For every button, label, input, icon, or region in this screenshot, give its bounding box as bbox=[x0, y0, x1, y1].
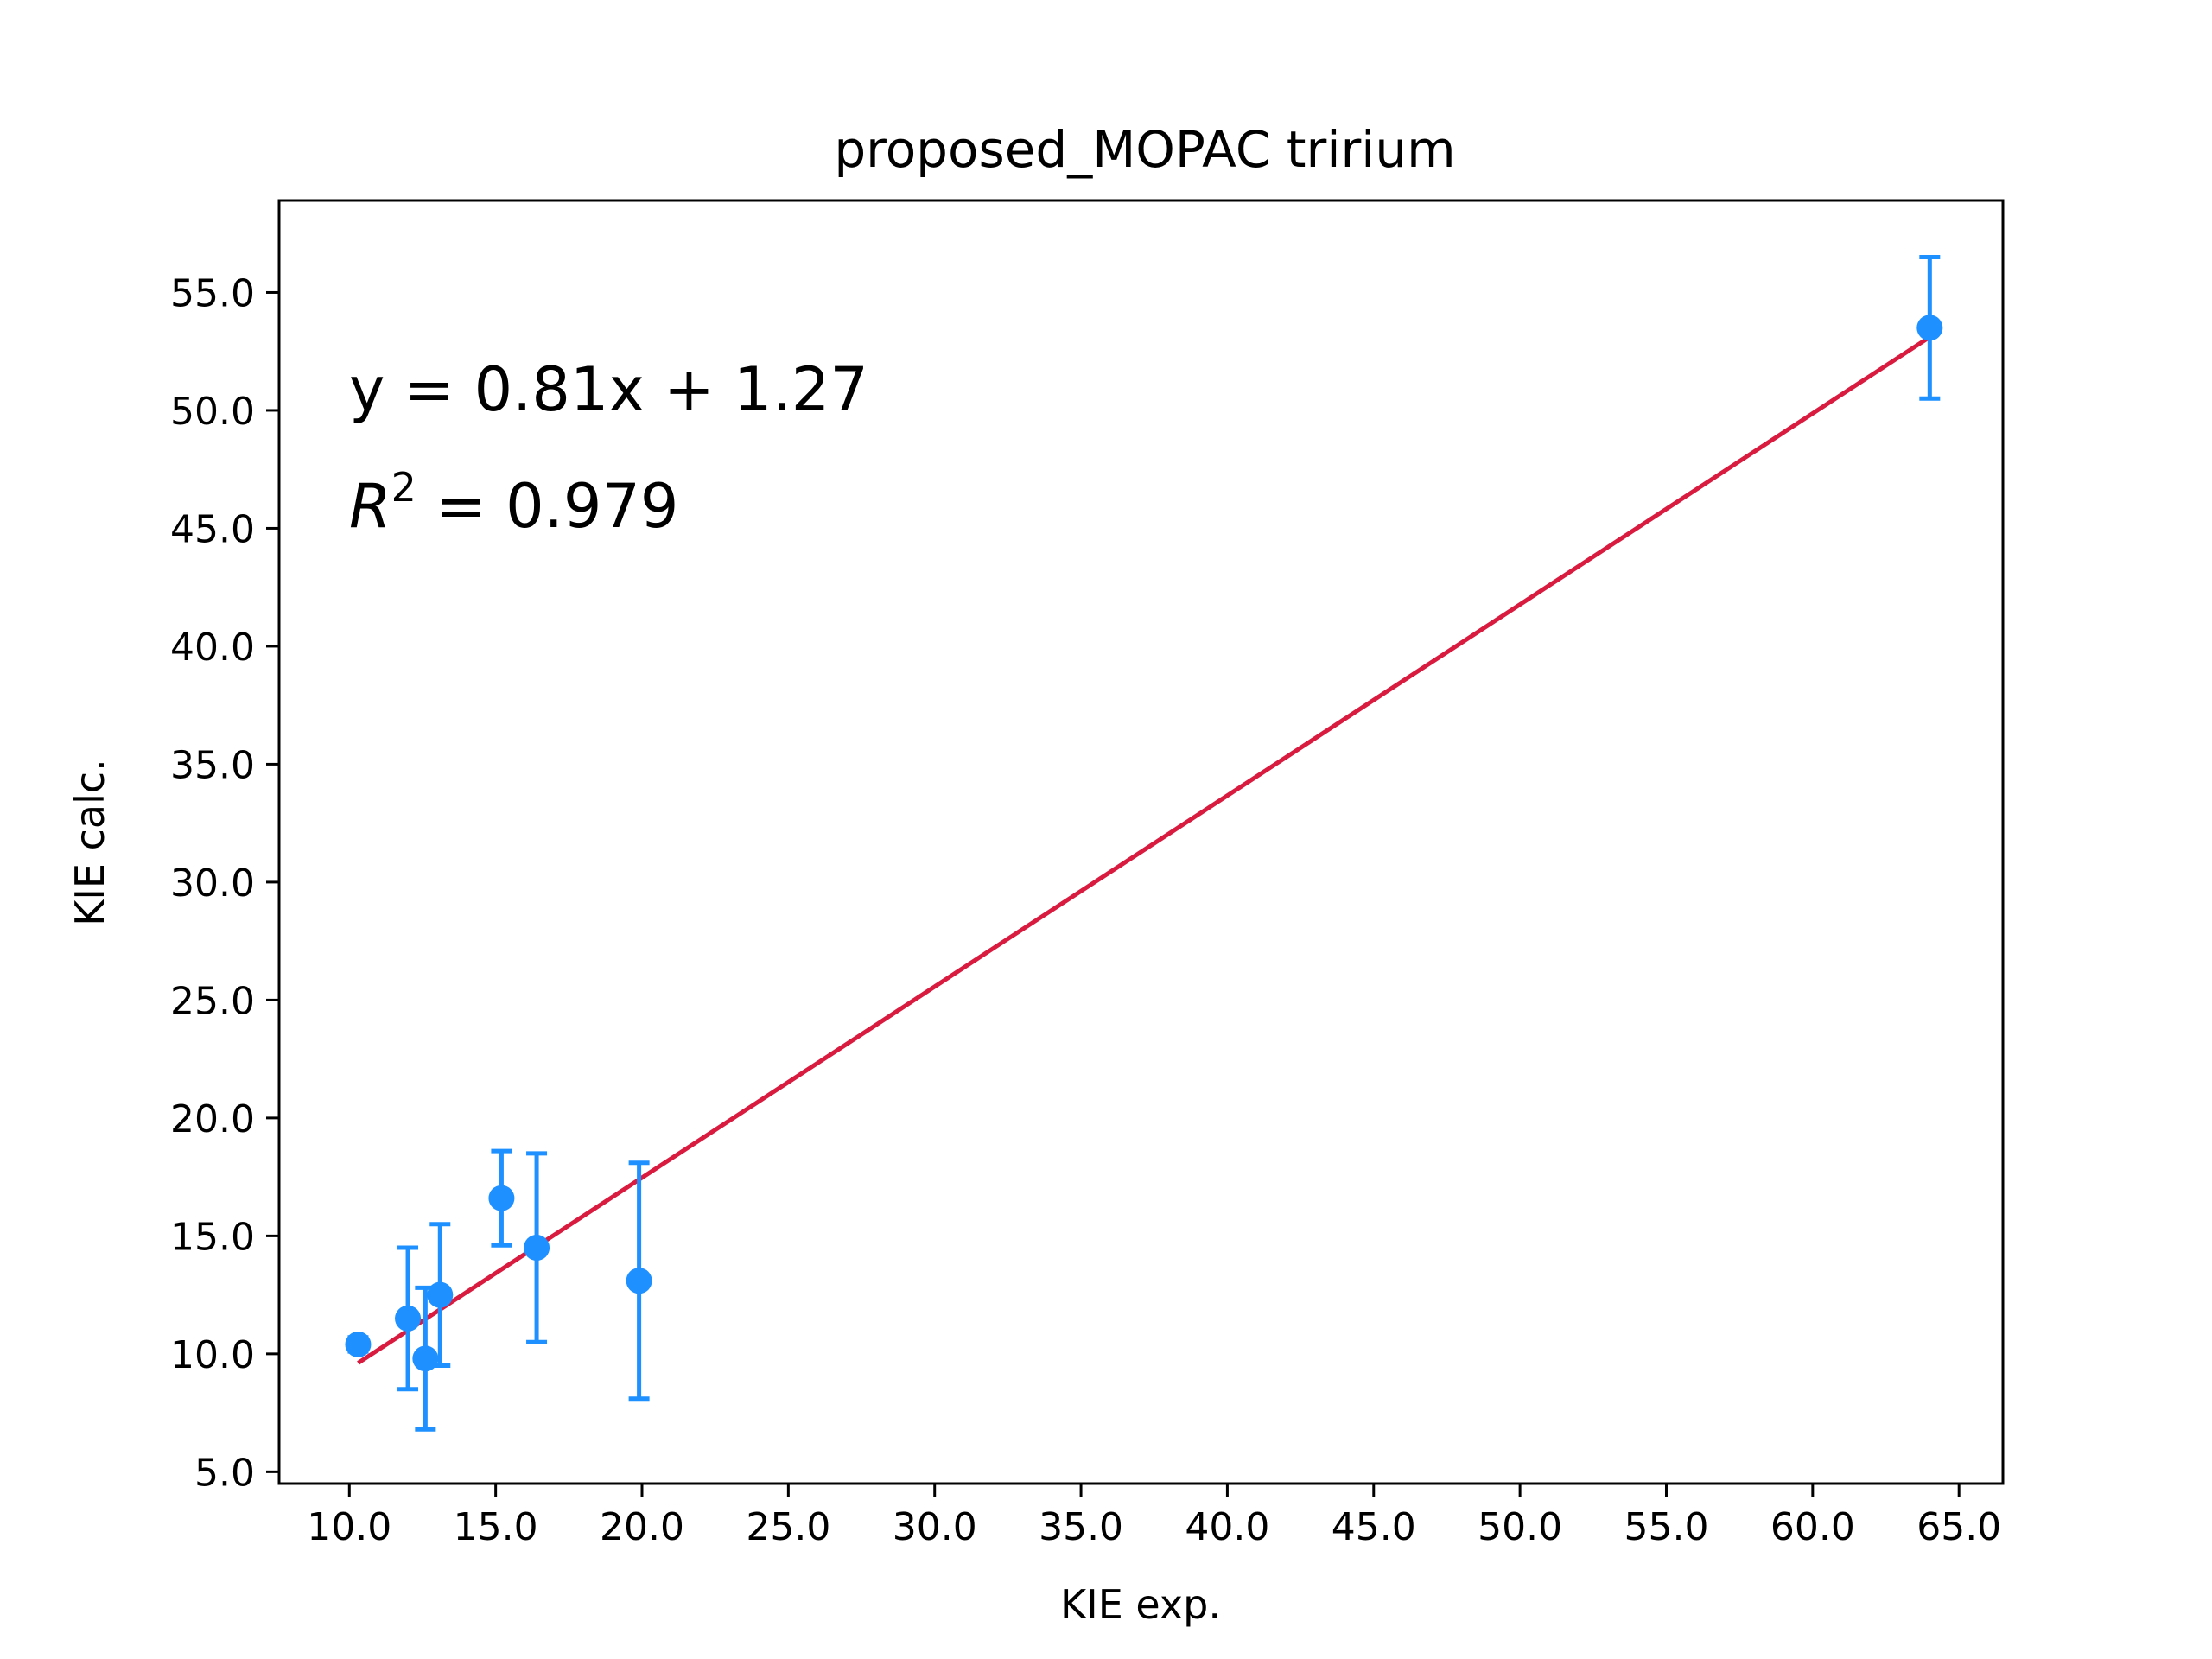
x-tick-label: 50.0 bbox=[1478, 1505, 1562, 1549]
y-tick-label: 50.0 bbox=[170, 390, 255, 434]
y-axis-label: KIE calc. bbox=[67, 759, 113, 926]
point-marker bbox=[1916, 315, 1943, 341]
r-squared-symbol: R bbox=[349, 471, 391, 542]
r-squared-annotation: R2 = 0.979 bbox=[349, 464, 678, 542]
equation-annotation: y = 0.81x + 1.27 bbox=[349, 354, 868, 425]
data-point bbox=[345, 1331, 372, 1357]
x-tick-label: 20.0 bbox=[600, 1505, 684, 1549]
chart-title: proposed_MOPAC tririum bbox=[834, 120, 1455, 179]
data-point bbox=[488, 1148, 515, 1248]
point-marker bbox=[488, 1185, 515, 1211]
point-marker bbox=[626, 1268, 652, 1294]
x-tick-label: 15.0 bbox=[454, 1505, 538, 1549]
x-tick-label: 65.0 bbox=[1916, 1505, 2001, 1549]
regression-line bbox=[357, 334, 1931, 1365]
y-tick-label: 30.0 bbox=[170, 861, 255, 906]
point-marker bbox=[427, 1281, 454, 1308]
data-points bbox=[345, 255, 1943, 1432]
y-tick-label: 5.0 bbox=[194, 1451, 255, 1495]
x-tick-label: 55.0 bbox=[1624, 1505, 1708, 1549]
y-tick-label: 10.0 bbox=[170, 1333, 255, 1377]
r-squared-exponent: 2 bbox=[391, 464, 416, 511]
data-point bbox=[395, 1245, 422, 1392]
x-tick-label: 10.0 bbox=[307, 1505, 391, 1549]
x-axis-ticks: 10.0 15.0 20.0 25.0 30.0 35.0 40.0 45.0 50.0 55.0… bbox=[307, 1484, 2001, 1549]
y-tick-label: 40.0 bbox=[170, 626, 255, 670]
x-tick-label: 35.0 bbox=[1039, 1505, 1123, 1549]
x-tick-label: 30.0 bbox=[893, 1505, 977, 1549]
point-marker bbox=[345, 1331, 372, 1357]
y-tick-label: 35.0 bbox=[170, 743, 255, 787]
x-tick-label: 25.0 bbox=[746, 1505, 830, 1549]
data-point bbox=[524, 1151, 550, 1344]
point-marker bbox=[395, 1305, 422, 1332]
y-tick-label: 15.0 bbox=[170, 1215, 255, 1259]
y-tick-label: 45.0 bbox=[170, 507, 255, 551]
x-tick-label: 60.0 bbox=[1770, 1505, 1855, 1549]
point-marker bbox=[524, 1235, 550, 1262]
y-tick-label: 20.0 bbox=[170, 1097, 255, 1141]
x-tick-label: 45.0 bbox=[1332, 1505, 1416, 1549]
x-axis-label: KIE exp. bbox=[1060, 1581, 1221, 1628]
x-tick-label: 40.0 bbox=[1185, 1505, 1269, 1549]
y-tick-label: 25.0 bbox=[170, 979, 255, 1023]
plot-frame bbox=[277, 199, 2005, 1485]
data-point bbox=[427, 1222, 454, 1369]
y-tick-label: 55.0 bbox=[170, 271, 255, 315]
r-squared-value: = 0.979 bbox=[416, 471, 679, 542]
data-point bbox=[1916, 255, 1943, 401]
data-point bbox=[626, 1160, 652, 1402]
y-axis-ticks: 5.0 10.0 15.0 20.0 25.0 30.0 35.0 40.0 45.0 50.0 5… bbox=[170, 271, 279, 1495]
